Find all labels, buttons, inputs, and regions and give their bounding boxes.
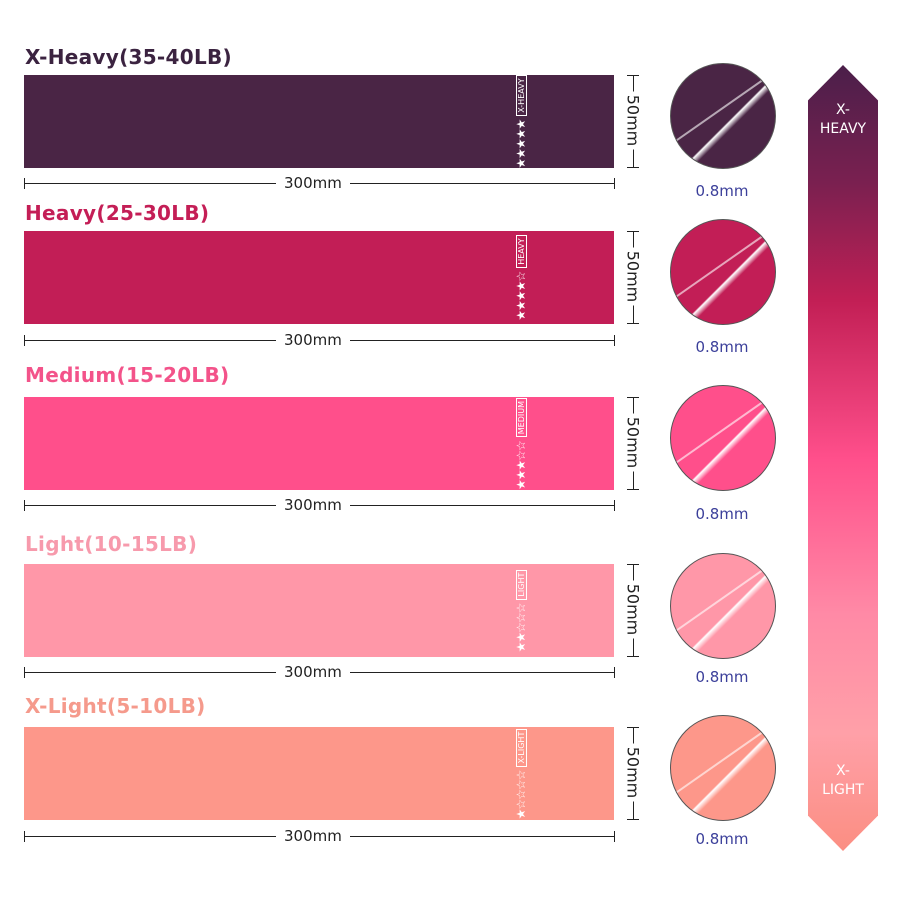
thickness-label: 0.8mm bbox=[695, 182, 749, 200]
band-label: ★★★☆☆ MEDIUM bbox=[486, 397, 556, 490]
resistance-band: ★★★★★ X-HEAVY bbox=[24, 75, 614, 169]
band-tag: MEDIUM bbox=[515, 397, 527, 438]
length-label: 300mm bbox=[276, 331, 350, 349]
band-title: Medium(15-20LB) bbox=[25, 363, 230, 387]
thickness-label: 0.8mm bbox=[695, 505, 749, 523]
width-label: 50mm bbox=[623, 247, 643, 306]
band-tag: X-HEAVY bbox=[515, 75, 527, 116]
band-label: ★☆☆☆☆ X-LIGHT bbox=[486, 728, 556, 819]
width-dimension: 50mm bbox=[623, 75, 643, 168]
band-tag: X-LIGHT bbox=[515, 728, 527, 767]
width-dimension: 50mm bbox=[623, 727, 643, 820]
length-label: 300mm bbox=[276, 174, 350, 192]
band-thickness-closeup bbox=[670, 553, 776, 659]
width-dimension: 50mm bbox=[623, 564, 643, 657]
star-rating-icon: ★★★☆☆ bbox=[514, 441, 528, 491]
thickness-label: 0.8mm bbox=[695, 338, 749, 356]
band-tag: HEAVY bbox=[515, 235, 527, 268]
resistance-band: ★★★★☆ HEAVY bbox=[24, 231, 614, 324]
band-label: ★★★★★ X-HEAVY bbox=[486, 75, 556, 169]
length-dimension: 300mm bbox=[24, 331, 615, 349]
length-dimension: 300mm bbox=[24, 496, 615, 514]
length-dimension: 300mm bbox=[24, 663, 615, 681]
band-thickness-closeup bbox=[670, 385, 776, 491]
band-label: ★★☆☆☆ LIGHT bbox=[486, 569, 556, 652]
resistance-band: ★★★☆☆ MEDIUM bbox=[24, 397, 614, 490]
scale-top-label: X- HEAVY bbox=[819, 102, 867, 137]
thickness-label: 0.8mm bbox=[695, 830, 749, 848]
resistance-scale-arrow bbox=[808, 65, 878, 851]
thickness-label: 0.8mm bbox=[695, 668, 749, 686]
scale-bottom-label: X- LIGHT bbox=[822, 763, 864, 798]
length-dimension: 300mm bbox=[24, 174, 615, 192]
band-thickness-closeup bbox=[670, 715, 776, 821]
length-label: 300mm bbox=[276, 496, 350, 514]
band-title: X-Light(5-10LB) bbox=[25, 694, 206, 718]
width-label: 50mm bbox=[623, 413, 643, 472]
star-rating-icon: ★★★★☆ bbox=[514, 271, 528, 321]
width-label: 50mm bbox=[623, 580, 643, 639]
length-dimension: 300mm bbox=[24, 827, 615, 845]
width-dimension: 50mm bbox=[623, 397, 643, 490]
band-thickness-closeup bbox=[670, 63, 776, 169]
band-thickness-closeup bbox=[670, 219, 776, 325]
length-label: 300mm bbox=[276, 663, 350, 681]
width-label: 50mm bbox=[623, 743, 643, 802]
star-rating-icon: ★★☆☆☆ bbox=[514, 603, 528, 653]
width-dimension: 50mm bbox=[623, 231, 643, 324]
length-label: 300mm bbox=[276, 827, 350, 845]
band-title: Light(10-15LB) bbox=[25, 532, 198, 556]
band-title: X-Heavy(35-40LB) bbox=[25, 45, 232, 69]
star-rating-icon: ★☆☆☆☆ bbox=[514, 770, 528, 820]
band-title: Heavy(25-30LB) bbox=[25, 201, 210, 225]
resistance-band: ★★☆☆☆ LIGHT bbox=[24, 564, 614, 657]
width-label: 50mm bbox=[623, 91, 643, 150]
star-rating-icon: ★★★★★ bbox=[514, 119, 528, 169]
resistance-band: ★☆☆☆☆ X-LIGHT bbox=[24, 727, 614, 820]
band-tag: LIGHT bbox=[515, 569, 527, 600]
band-label: ★★★★☆ HEAVY bbox=[486, 235, 556, 321]
